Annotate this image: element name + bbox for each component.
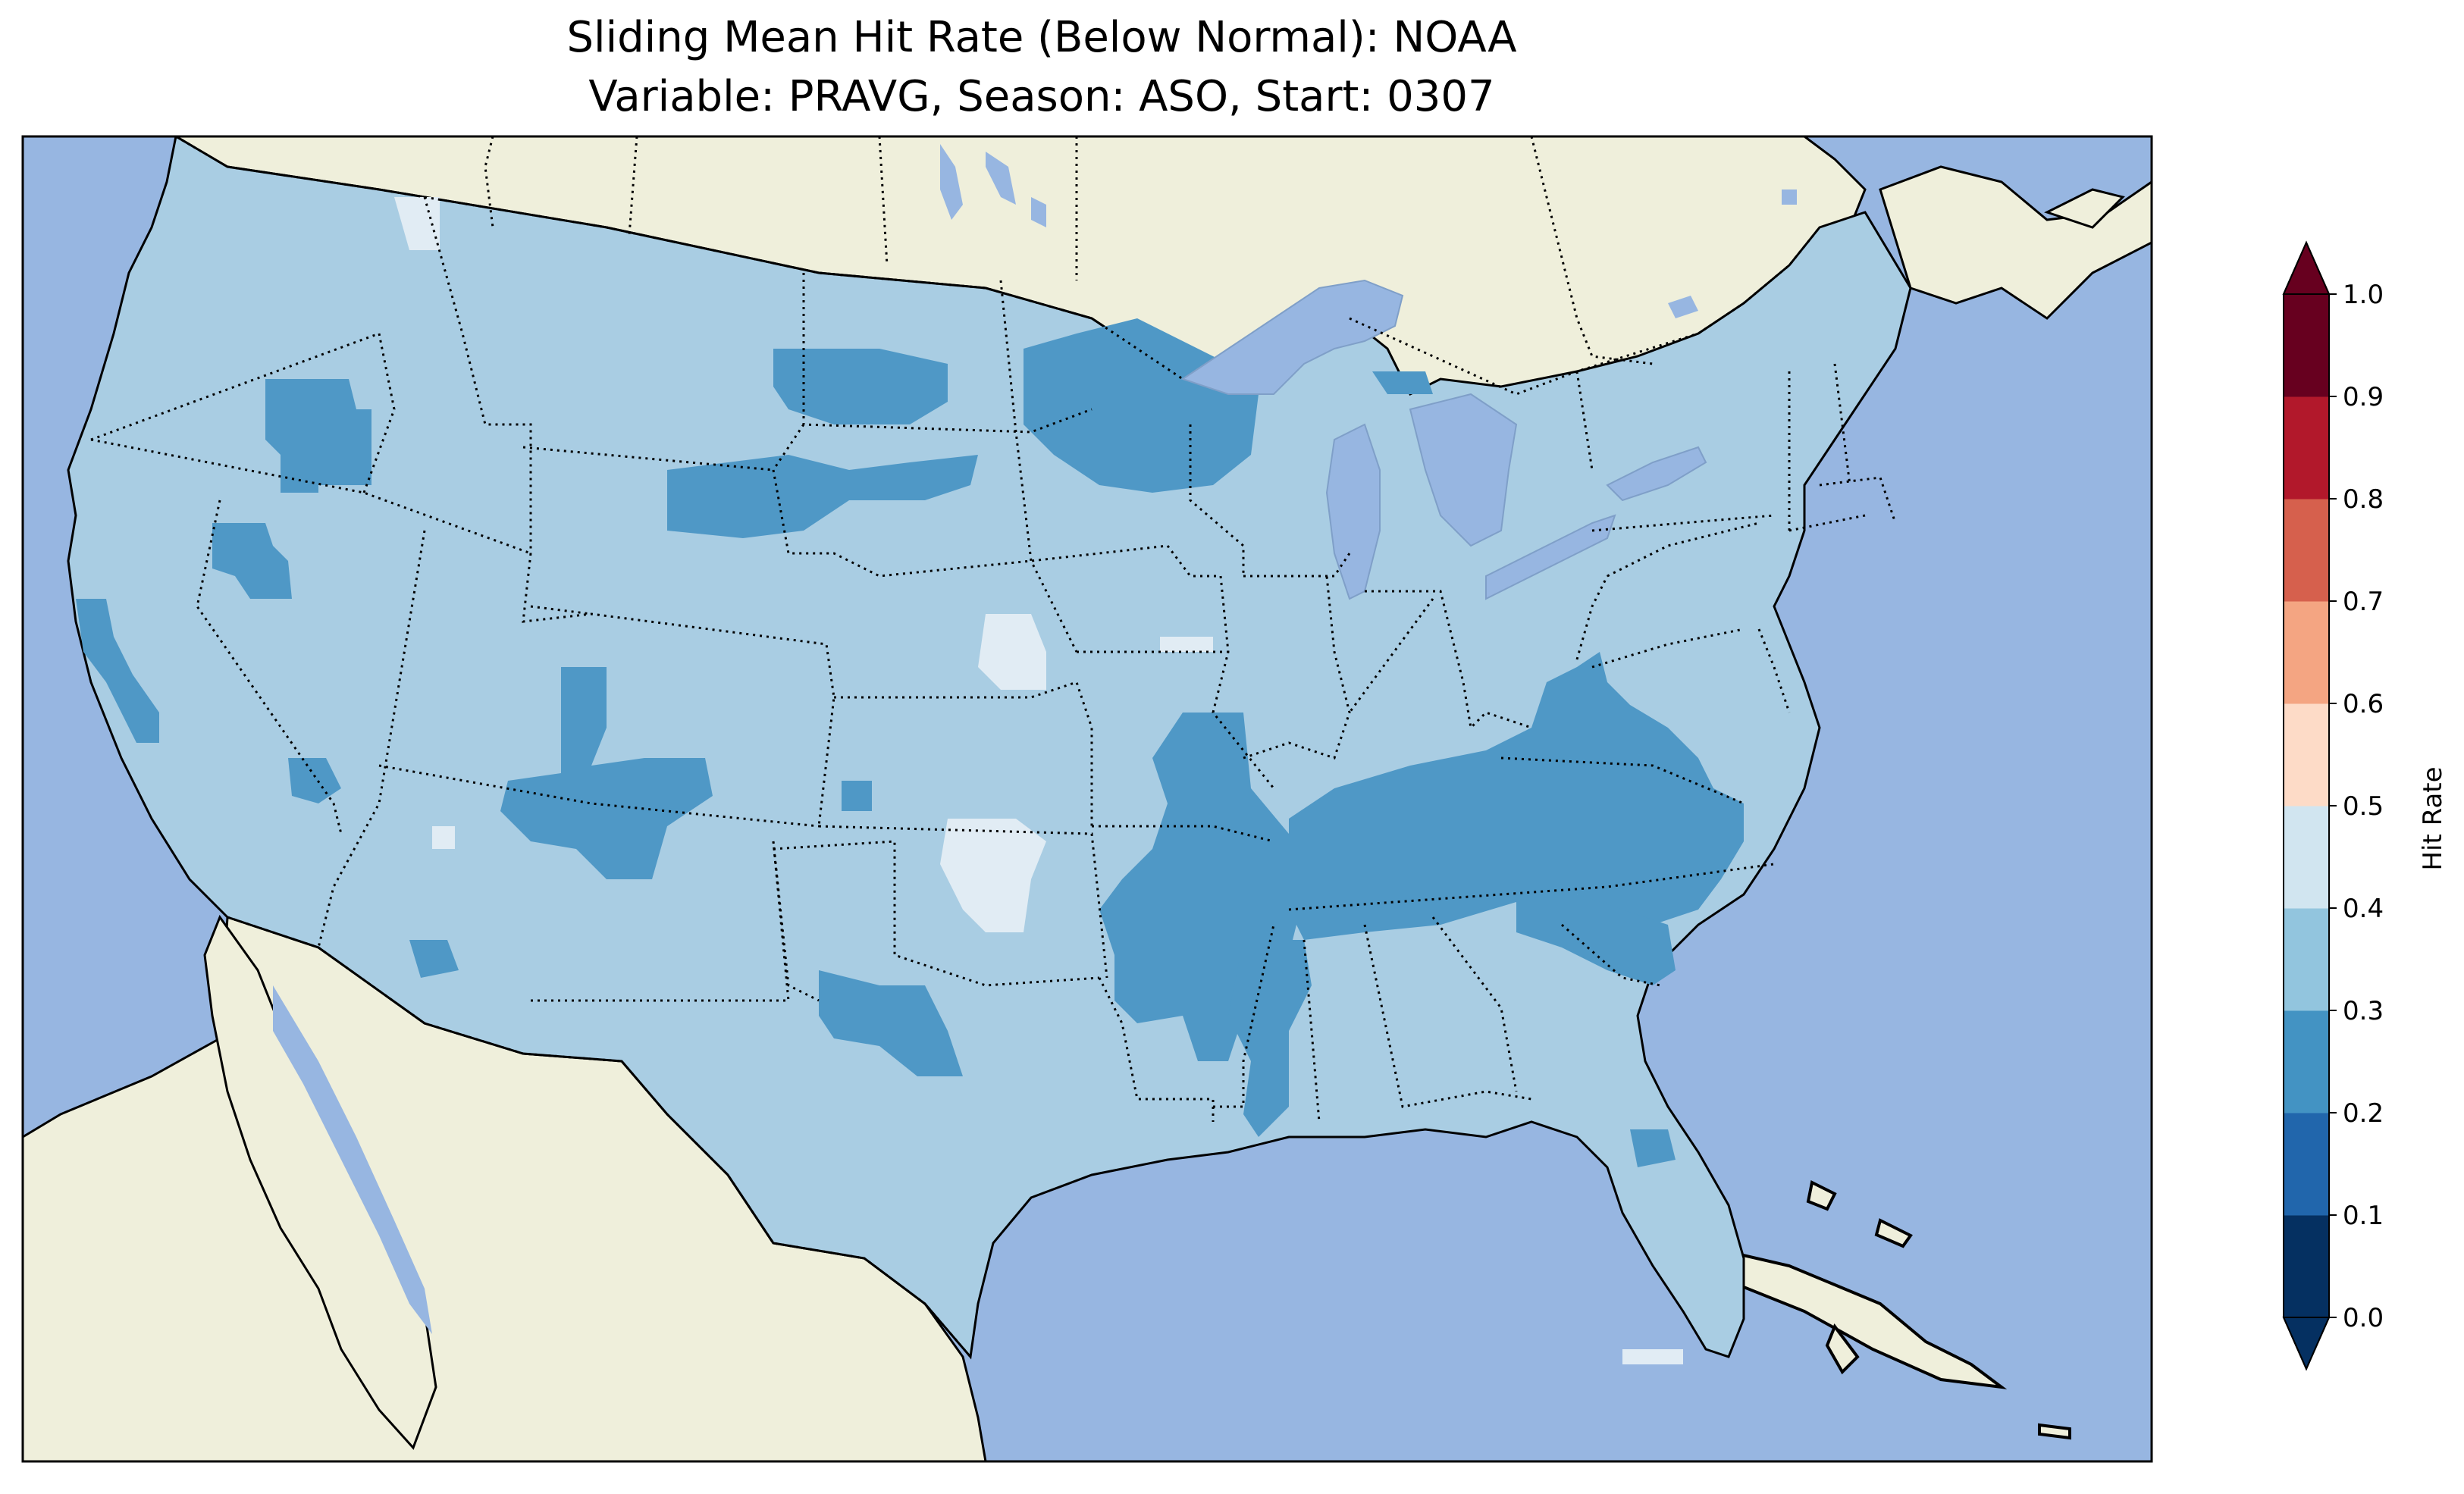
lake-ontario <box>1606 446 1707 502</box>
colorbar-segment <box>2284 499 2329 602</box>
hit-rate-regions-0-2-0-3 <box>76 318 1744 1167</box>
colorbar-tick-label: 0.5 <box>2343 791 2384 822</box>
colorbar-label: Hit Rate <box>2418 766 2448 870</box>
colorbar-segment <box>2284 294 2329 397</box>
region-gulf-dots <box>1622 1349 1683 1364</box>
lake-superior <box>1180 279 1404 395</box>
colorbar-tick-label: 0.8 <box>2343 484 2384 515</box>
province-boundaries <box>484 136 1654 365</box>
gulf-of-california <box>273 985 432 1334</box>
region-north-dakota <box>1024 318 1259 493</box>
colorbar-segment <box>2284 1215 2329 1318</box>
region-nevada-north <box>212 523 292 599</box>
region-iowa <box>1160 637 1213 652</box>
bahamas-island-1 <box>1806 1180 1837 1211</box>
region-nebraska <box>978 614 1046 690</box>
lake-huron <box>1409 393 1518 547</box>
colorbar-segment <box>2284 396 2329 500</box>
colorbar-tick-label: 0.6 <box>2343 689 2384 719</box>
colorbar-tick-label: 0.3 <box>2343 996 2384 1026</box>
bahamas-island-4 <box>2038 1423 2071 1440</box>
figure-title-line-2: Variable: PRAVG, Season: ASO, Start: 030… <box>588 72 1494 121</box>
colorbar-extend-over <box>2282 240 2331 295</box>
map-axes <box>23 136 2152 1461</box>
colorbar-extend-under <box>2282 1317 2331 1371</box>
region-oregon <box>265 379 371 493</box>
colorbar-tick-label: 0.7 <box>2343 587 2384 617</box>
colorbar-tick-label: 0.0 <box>2343 1303 2384 1333</box>
colorbar-segment <box>2284 908 2329 1011</box>
colorbar-tick-label: 0.2 <box>2343 1098 2384 1129</box>
colorbar-segment <box>2284 1113 2329 1216</box>
region-alabama <box>1228 940 1312 1137</box>
region-montana <box>773 349 948 424</box>
region-kansas-oklahoma <box>940 819 1046 932</box>
colorbar-segment <box>2284 703 2329 807</box>
colorbar: 0.0 0.1 0.2 0.3 0.4 0.5 0.6 0.7 0.8 0.9 1.0 <box>2282 240 2384 1371</box>
region-utah-colorado <box>500 667 713 879</box>
region-nevada-south <box>288 758 341 803</box>
bahamas-island-2 <box>1874 1218 1913 1248</box>
lake-erie <box>1485 514 1616 600</box>
region-arizona <box>409 940 459 978</box>
region-michigan <box>1372 371 1433 394</box>
region-florida-panhandle <box>1630 1129 1676 1167</box>
region-wyoming <box>667 455 978 538</box>
colorbar-tick-label: 1.0 <box>2343 280 2384 310</box>
region-california-coast <box>76 599 159 743</box>
colorbar-segment <box>2284 1010 2329 1113</box>
cuba-island <box>1685 1240 2008 1389</box>
region-new-mexico <box>819 970 963 1076</box>
colorbar-segment <box>2284 601 2329 704</box>
figure-title-line-1: Sliding Mean Hit Rate (Below Normal): NO… <box>566 13 1516 62</box>
region-tennessee-valley <box>1289 652 1744 940</box>
map-frame <box>21 135 2153 1463</box>
region-north-carolina <box>1516 894 1676 985</box>
colorbar-tick-label: 0.4 <box>2343 894 2384 924</box>
colorbar-segment <box>2284 806 2329 909</box>
colorbar-tick-label: 0.9 <box>2343 382 2384 412</box>
great-lakes <box>1180 279 1707 600</box>
bahamas-island-3 <box>1825 1323 1860 1375</box>
state-boundaries <box>90 196 1897 1123</box>
colorbar-tick-label: 0.1 <box>2343 1201 2384 1231</box>
island-land <box>2044 188 2125 229</box>
canadian-lakes <box>940 144 1797 318</box>
region-arizona-small <box>432 826 455 849</box>
region-oklahoma <box>842 781 872 811</box>
maritimes-land <box>1879 165 2152 320</box>
national-borders <box>175 136 1821 1358</box>
